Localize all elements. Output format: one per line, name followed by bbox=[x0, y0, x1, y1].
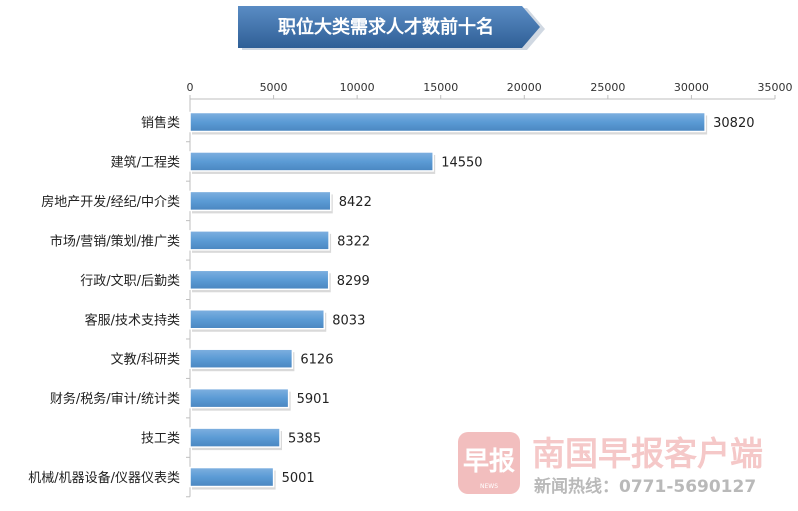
bar bbox=[189, 309, 326, 330]
category-label: 销售类 bbox=[141, 115, 180, 131]
data-label: 8033 bbox=[332, 313, 365, 328]
chart-title-text: 职位大类需求人才数前十名 bbox=[278, 16, 494, 38]
data-label: 6126 bbox=[300, 353, 333, 368]
data-label: 5901 bbox=[297, 392, 330, 407]
data-label: 5001 bbox=[282, 471, 315, 486]
data-label: 8422 bbox=[339, 195, 372, 210]
watermark-hotline: 新闻热线：0771-5690127 bbox=[534, 476, 756, 497]
category-label: 房地产开发/经纪/中介类 bbox=[41, 194, 180, 210]
watermark-logo-sub: NEWS bbox=[480, 483, 498, 490]
bar bbox=[189, 111, 706, 133]
watermark-logo: 早报 NEWS bbox=[458, 432, 520, 494]
chart-title: 职位大类需求人才数前十名 bbox=[238, 6, 545, 50]
category-label: 文教/科研类 bbox=[111, 352, 180, 368]
category-label: 行政/文职/后勤类 bbox=[80, 274, 180, 289]
x-tick-label: 0 bbox=[187, 81, 194, 94]
bar bbox=[189, 348, 294, 369]
x-axis: 0 5000 10000 15000 20000 25000 30000 35000 bbox=[187, 81, 793, 100]
category-label: 客服/技术支持类 bbox=[85, 312, 180, 328]
category-label: 机械/机器设备/仪器仪表类 bbox=[28, 470, 180, 486]
bar bbox=[189, 387, 290, 409]
data-label: 30820 bbox=[713, 116, 754, 131]
bar bbox=[189, 269, 330, 291]
data-label: 14550 bbox=[441, 155, 482, 170]
bar bbox=[189, 230, 330, 251]
x-tick-label: 20000 bbox=[507, 81, 542, 94]
watermark-logo-glyph: 早报 bbox=[463, 446, 515, 477]
title-banner-front bbox=[238, 6, 540, 48]
watermark-brand: 南国早报客户端 bbox=[532, 434, 763, 473]
category-label: 技工类 bbox=[141, 432, 180, 447]
category-label: 建筑/工程类 bbox=[111, 154, 180, 170]
y-axis: 销售类建筑/工程类房地产开发/经纪/中介类市场/营销/策划/推广类行政/文职/后… bbox=[28, 99, 191, 498]
bar bbox=[189, 427, 281, 448]
bar bbox=[189, 466, 275, 488]
watermark: 早报 NEWS 南国早报客户端 新闻热线：0771-5690127 bbox=[458, 432, 763, 497]
data-label: 5385 bbox=[288, 432, 321, 447]
bars: 30820 14550 8422 8322 8299 8033 6126 5901 5385 50… bbox=[189, 111, 754, 490]
category-label: 市场/营销/策划/推广类 bbox=[50, 233, 180, 249]
x-tick-label: 25000 bbox=[590, 81, 625, 94]
bar bbox=[189, 190, 332, 212]
x-tick-label: 10000 bbox=[340, 81, 375, 94]
data-label: 8299 bbox=[337, 274, 370, 289]
x-tick-label: 5000 bbox=[260, 81, 288, 94]
bar bbox=[189, 151, 434, 172]
x-tick-label: 30000 bbox=[674, 81, 709, 94]
x-tick-label: 15000 bbox=[423, 81, 458, 94]
category-label: 财务/税务/审计/统计类 bbox=[50, 391, 180, 407]
data-label: 8322 bbox=[337, 234, 370, 249]
x-tick-label: 35000 bbox=[758, 81, 793, 94]
